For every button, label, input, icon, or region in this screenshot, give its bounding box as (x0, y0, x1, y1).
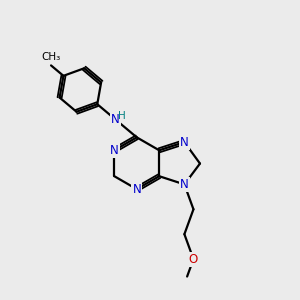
Text: H: H (118, 111, 126, 122)
Text: N: N (180, 178, 189, 191)
Text: O: O (189, 253, 198, 266)
Text: CH₃: CH₃ (41, 52, 61, 62)
Text: N: N (110, 144, 119, 157)
Text: N: N (132, 183, 141, 196)
Text: N: N (111, 113, 120, 126)
Text: N: N (180, 136, 189, 148)
